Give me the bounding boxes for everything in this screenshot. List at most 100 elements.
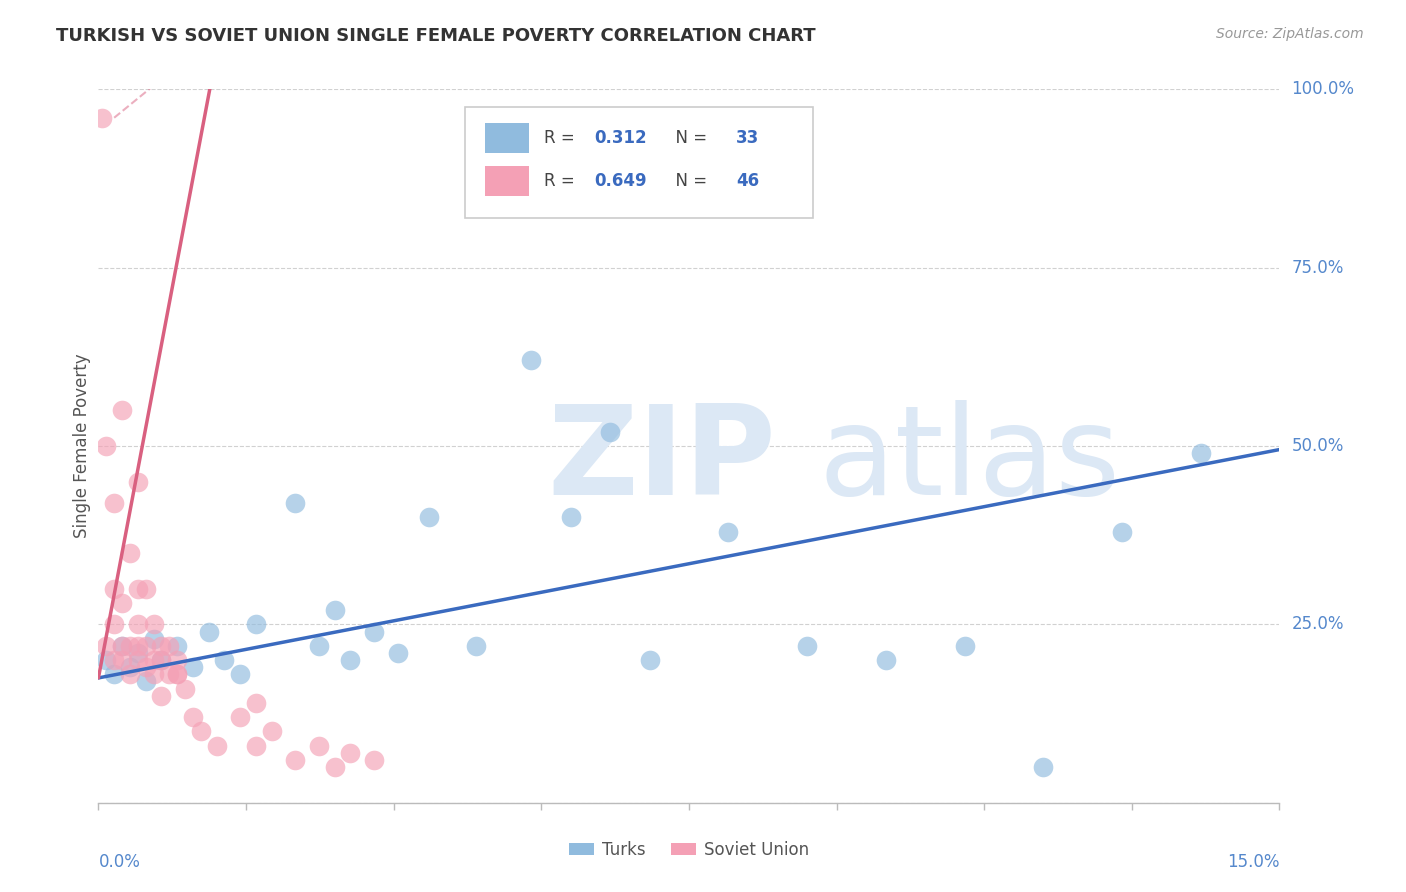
Point (118, 667, 141, 681)
Point (284, 496, 307, 510)
Text: atlas: atlas (818, 400, 1121, 521)
Point (166, 653, 188, 667)
Text: 15.0%: 15.0% (1227, 853, 1279, 871)
Point (118, 639, 141, 653)
Point (127, 617, 149, 632)
FancyBboxPatch shape (464, 107, 813, 218)
Text: 100.0%: 100.0% (1291, 80, 1354, 98)
Point (638, 653, 661, 667)
Text: R =: R = (544, 128, 579, 146)
Point (197, 624, 219, 639)
Point (953, 639, 976, 653)
Text: 25.0%: 25.0% (1291, 615, 1344, 633)
Point (103, 667, 125, 681)
Point (166, 667, 188, 681)
Point (135, 582, 157, 596)
Point (96, 653, 118, 667)
Point (1111, 524, 1133, 539)
Point (150, 639, 173, 653)
Point (91, 111, 114, 125)
Text: Source: ZipAtlas.com: Source: ZipAtlas.com (1216, 27, 1364, 41)
Text: 50.0%: 50.0% (1291, 437, 1344, 455)
Point (205, 739, 228, 753)
Point (875, 653, 897, 667)
Point (96, 439, 118, 453)
Point (599, 425, 621, 439)
Point (127, 639, 149, 653)
Point (166, 667, 188, 681)
Point (157, 667, 180, 681)
Text: ZIP: ZIP (547, 400, 776, 521)
Point (363, 753, 385, 767)
Point (323, 760, 346, 774)
Text: 33: 33 (737, 128, 759, 146)
Point (166, 639, 188, 653)
Text: N =: N = (665, 128, 713, 146)
Point (118, 660, 141, 674)
Text: TURKISH VS SOVIET UNION SINGLE FEMALE POVERTY CORRELATION CHART: TURKISH VS SOVIET UNION SINGLE FEMALE PO… (56, 27, 815, 45)
Point (135, 639, 157, 653)
Point (127, 653, 149, 667)
Text: 0.649: 0.649 (595, 171, 647, 189)
Point (387, 646, 409, 660)
Point (181, 660, 204, 674)
Point (245, 617, 267, 632)
Point (150, 689, 173, 703)
Point (339, 653, 361, 667)
Point (111, 653, 134, 667)
Point (111, 596, 134, 610)
Point (118, 546, 141, 560)
Point (260, 724, 283, 739)
Point (111, 639, 134, 653)
Point (142, 653, 165, 667)
Point (418, 510, 440, 524)
Point (127, 646, 149, 660)
Point (96, 639, 118, 653)
Point (103, 496, 125, 510)
Point (142, 667, 165, 681)
Point (560, 510, 582, 524)
Point (127, 582, 149, 596)
Point (796, 639, 818, 653)
Text: R =: R = (544, 171, 579, 189)
Point (190, 724, 212, 739)
Point (465, 639, 488, 653)
Point (339, 746, 361, 760)
Point (245, 696, 267, 710)
Point (103, 617, 125, 632)
FancyBboxPatch shape (485, 123, 530, 153)
Point (229, 667, 252, 681)
Point (111, 403, 134, 417)
Text: 0.0%: 0.0% (98, 853, 141, 871)
Point (717, 524, 740, 539)
Point (157, 639, 180, 653)
Point (308, 739, 330, 753)
Point (127, 475, 149, 489)
Point (142, 632, 165, 646)
Point (111, 639, 134, 653)
Point (229, 710, 252, 724)
Point (520, 353, 543, 368)
Point (142, 617, 165, 632)
Point (284, 753, 307, 767)
Point (150, 653, 173, 667)
Point (308, 639, 330, 653)
Point (181, 710, 204, 724)
Point (103, 582, 125, 596)
Text: 0.312: 0.312 (595, 128, 647, 146)
FancyBboxPatch shape (485, 166, 530, 195)
Point (135, 660, 157, 674)
Point (1189, 446, 1212, 460)
Point (363, 624, 385, 639)
Point (150, 653, 173, 667)
Point (174, 681, 197, 696)
Point (323, 603, 346, 617)
Text: 46: 46 (737, 171, 759, 189)
Text: 75.0%: 75.0% (1291, 259, 1344, 277)
Point (1032, 760, 1054, 774)
Legend: Turks, Soviet Union: Turks, Soviet Union (562, 835, 815, 866)
Point (135, 674, 157, 689)
Point (245, 739, 267, 753)
Point (103, 653, 125, 667)
Point (214, 653, 236, 667)
